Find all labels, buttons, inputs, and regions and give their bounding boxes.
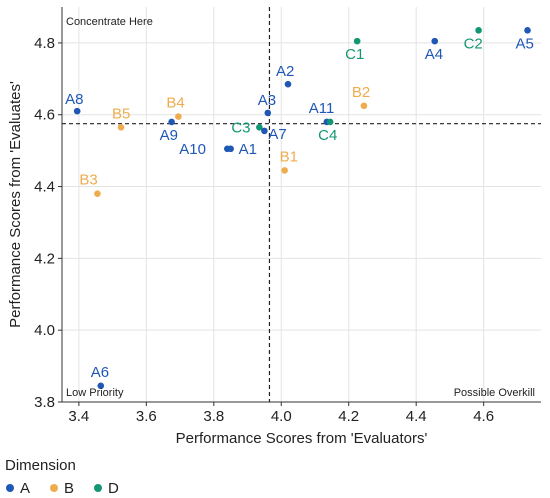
point-label-a9: A9 — [160, 127, 178, 144]
point-label-a4: A4 — [425, 46, 443, 63]
data-point-b4 — [175, 113, 182, 120]
data-point-a5 — [524, 27, 531, 34]
point-label-b2: B2 — [352, 84, 370, 101]
x-tick-label: 4.2 — [338, 408, 359, 425]
data-point-c1 — [353, 37, 361, 45]
data-point-c4 — [326, 118, 334, 126]
y-tick-label: 4.0 — [34, 322, 55, 339]
data-point-a9 — [168, 118, 175, 126]
legend-label-b: B — [64, 480, 74, 497]
point-label-c4: C4 — [318, 127, 337, 144]
legend-marker-b — [50, 484, 58, 492]
y-tick-label: 4.2 — [34, 250, 55, 267]
point-label-a3: A3 — [258, 92, 276, 109]
point-label-a6: A6 — [91, 364, 109, 381]
y-tick-label: 4.8 — [34, 35, 55, 52]
data-point-b5 — [117, 123, 125, 131]
x-tick-label: 4.4 — [406, 408, 427, 425]
point-label-a5: A5 — [516, 35, 534, 52]
point-label-a7: A7 — [268, 126, 286, 143]
data-point-a6 — [97, 382, 105, 390]
data-point-b2 — [360, 102, 368, 110]
data-point-b1 — [281, 167, 288, 174]
x-tick-label: 3.8 — [203, 408, 224, 425]
point-label-a8: A8 — [65, 91, 83, 108]
point-label-b1: B1 — [280, 148, 298, 165]
data-point-c2 — [475, 27, 482, 34]
mean-lines — [62, 7, 541, 402]
point-label-b5: B5 — [112, 105, 130, 122]
y-axis-title: Performance Scores from 'Evaluates' — [7, 81, 24, 328]
data-point-a4 — [431, 37, 439, 45]
point-label-a11: A11 — [309, 100, 335, 117]
x-tick-label: 4.6 — [473, 408, 494, 425]
data-point-a2 — [284, 80, 292, 88]
y-tick-label: 3.8 — [34, 394, 55, 411]
y-tick-label: 4.4 — [34, 179, 55, 196]
data-point-a7 — [261, 127, 268, 135]
legend-marker-a — [6, 484, 14, 492]
quadrant-label-possible-overkill: Possible Overkill — [454, 387, 535, 399]
point-label-a2: A2 — [276, 63, 294, 80]
data-point-b3 — [94, 190, 101, 198]
point-label-c1: C1 — [345, 46, 364, 63]
data-point-a8 — [73, 107, 81, 115]
x-tick-label: 4.0 — [271, 408, 292, 425]
legend-label-a: A — [20, 480, 30, 497]
point-label-c3: C3 — [231, 119, 250, 136]
legend-title: Dimension — [5, 457, 76, 474]
axes: 3.4 3.6 3.8 4.0 4.2 4.4 4.6 3.8 4.0 4.2 4.4 4.6 4.8 — [34, 7, 541, 425]
quadrant-label-low-priority: Low Priority — [66, 387, 124, 399]
x-tick-label: 3.4 — [68, 408, 89, 425]
quadrant-label-concentrate-here: Concentrate Here — [66, 16, 153, 28]
x-axis-title: Performance Scores from 'Evaluators' — [176, 430, 428, 447]
point-label-a10: A10 — [179, 141, 206, 158]
point-label-c2: C2 — [464, 35, 483, 52]
point-label-b4: B4 — [166, 95, 184, 112]
legend-marker-d — [94, 484, 102, 492]
point-label-a1: A1 — [239, 141, 257, 158]
point-label-b3: B3 — [79, 172, 97, 189]
x-tick-label: 3.6 — [136, 408, 157, 425]
y-tick-label: 4.6 — [34, 107, 55, 124]
plot-area — [62, 7, 541, 402]
legend: Dimension A B D — [5, 457, 119, 497]
data-point-c3 — [256, 123, 263, 131]
data-point-a3 — [264, 109, 272, 117]
data-point-a10 — [223, 145, 231, 153]
legend-label-d: D — [108, 480, 119, 497]
